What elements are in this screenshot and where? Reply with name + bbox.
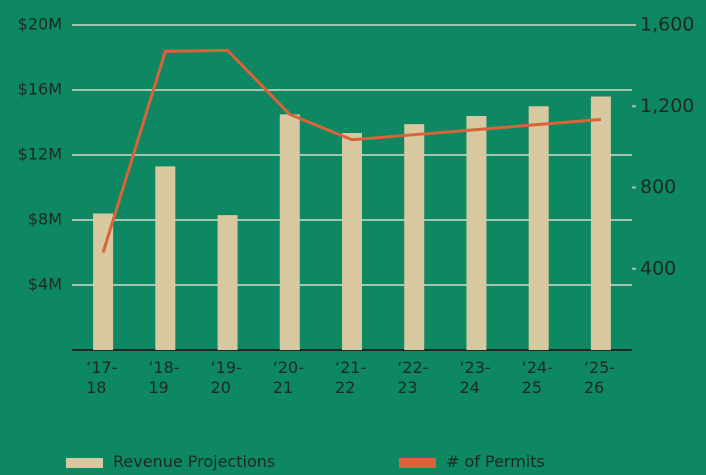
y2-tick-label: 1,600: [640, 14, 694, 36]
legend-label: # of Permits: [446, 452, 545, 471]
x-tick-label: ‘24-25: [521, 358, 553, 397]
bar: [590, 96, 611, 350]
bar: [217, 215, 238, 350]
x-tick-label: ‘22-23: [397, 358, 429, 397]
x-tick-label: ‘21-22: [335, 358, 367, 397]
line: [101, 48, 602, 253]
y-tick-label: $12M: [18, 145, 62, 164]
x-tick-label: ‘17-18: [86, 358, 118, 397]
legend-swatch: [399, 458, 436, 468]
bar: [466, 116, 487, 350]
bar: [528, 106, 549, 350]
x-tick-label: ‘25-26: [583, 358, 616, 397]
bar: [404, 124, 425, 350]
bar: [155, 166, 176, 350]
legend-label: Revenue Projections: [113, 452, 276, 471]
bar: [93, 213, 114, 350]
x-tick-label: ‘18-19: [148, 358, 180, 397]
y-tick-label: $8M: [28, 210, 62, 229]
y2-tick-label: 400: [640, 257, 676, 279]
y-tick-label: $4M: [28, 275, 62, 294]
y-tick-label: $20M: [18, 15, 62, 34]
x-tick-label: ‘20-21: [272, 358, 304, 397]
bar: [342, 133, 362, 350]
y-tick-label: $16M: [18, 80, 62, 99]
bar: [279, 114, 300, 350]
legend-swatch: [66, 458, 103, 468]
x-tick-label: ‘23-24: [459, 358, 491, 397]
y2-tick-label: 1,200: [640, 95, 694, 117]
y2-tick-label: 800: [640, 176, 676, 198]
x-tick-label: ‘19-20: [210, 358, 242, 397]
